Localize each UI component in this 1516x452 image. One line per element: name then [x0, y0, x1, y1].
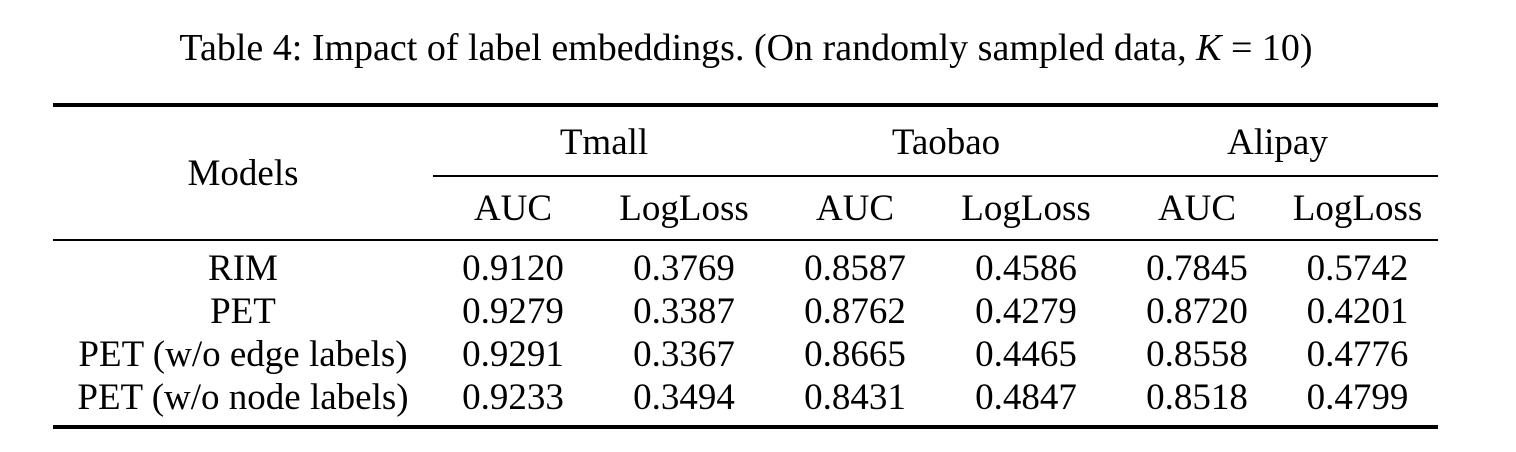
table-caption: Table 4: Impact of label embeddings. (On…	[0, 24, 1492, 72]
caption-suffix: = 10)	[1221, 27, 1313, 69]
table-row: RIM 0.9120 0.3769 0.8587 0.4586 0.7845 0…	[53, 240, 1439, 290]
model-name-cell: PET	[210, 291, 276, 332]
group-header-taobao: Taobao	[775, 105, 1117, 177]
metric-header-taobao-logloss: LogLoss	[961, 187, 1091, 229]
value-cell: 0.4465	[975, 334, 1077, 375]
value-cell: 0.9279	[462, 291, 564, 332]
model-name-cell: PET (w/o edge labels)	[78, 334, 408, 375]
value-cell: 0.8558	[1146, 334, 1248, 375]
metric-header-alipay-logloss: LogLoss	[1292, 187, 1423, 229]
group-header-alipay: Alipay	[1117, 105, 1439, 177]
value-cell: 0.4279	[975, 291, 1077, 332]
value-cell: 0.8720	[1146, 291, 1248, 332]
value-cell: 0.5742	[1306, 248, 1409, 289]
value-cell: 0.4201	[1306, 291, 1409, 332]
value-cell: 0.3367	[633, 334, 735, 375]
value-cell: 0.8587	[804, 248, 906, 289]
models-column-header: Models	[187, 152, 299, 194]
value-cell: 0.9291	[462, 334, 564, 375]
value-cell: 0.8762	[804, 291, 906, 332]
value-cell: 0.3769	[633, 248, 735, 289]
value-cell: 0.3387	[633, 291, 735, 332]
model-name-cell: PET (w/o node labels)	[77, 377, 409, 418]
table-row: PET (w/o edge labels) 0.9291 0.3367 0.86…	[53, 333, 1438, 376]
caption-k-symbol: K	[1196, 27, 1222, 69]
value-cell: 0.4847	[975, 377, 1077, 418]
value-cell: 0.8431	[804, 377, 906, 418]
metric-header-row: AUC LogLoss AUC LogLoss AUC LogLoss	[53, 176, 1438, 240]
value-cell: 0.8665	[804, 334, 906, 375]
value-cell: 0.7845	[1146, 248, 1248, 289]
caption-prefix: Table 4: Impact of label embeddings. (On…	[179, 27, 1197, 69]
value-cell: 0.4586	[975, 248, 1077, 289]
value-cell: 0.3494	[633, 377, 735, 418]
value-cell: 0.8518	[1146, 377, 1248, 418]
value-cell: 0.4776	[1306, 334, 1409, 375]
results-table: Models Tmall Taobao Alipay AUC LogLoss A…	[53, 103, 1439, 429]
value-cell: 0.9120	[462, 248, 564, 289]
group-header-row: Models Tmall Taobao Alipay	[53, 105, 1439, 194]
value-cell: 0.9233	[462, 377, 564, 418]
metric-header-alipay-auc: AUC	[1157, 187, 1237, 229]
metric-header-tmall-logloss: LogLoss	[619, 187, 749, 229]
table-row: PET 0.9279 0.3387 0.8762 0.4279 0.8720 0…	[53, 290, 1438, 333]
value-cell: 0.4799	[1306, 377, 1409, 418]
metric-header-tmall-auc: AUC	[473, 187, 553, 229]
metric-header-taobao-auc: AUC	[815, 187, 895, 229]
results-table-container: Models Tmall Taobao Alipay AUC LogLoss A…	[53, 103, 1439, 429]
group-header-tmall: Tmall	[433, 105, 775, 177]
table-row: PET (w/o node labels) 0.9233 0.3494 0.84…	[53, 376, 1439, 427]
model-name-cell: RIM	[208, 248, 278, 289]
